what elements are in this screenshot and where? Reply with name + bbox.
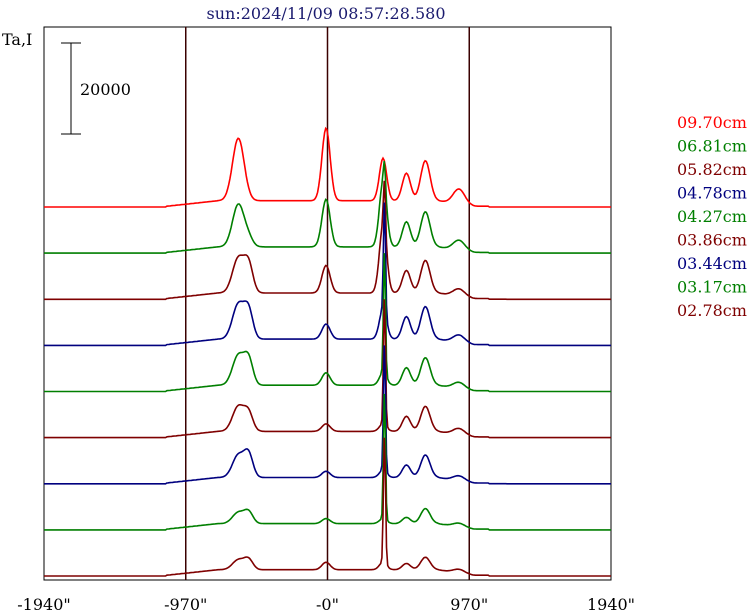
legend-item-3: 04.78cm	[677, 184, 747, 203]
series-line-7	[44, 393, 611, 531]
series-line-5	[44, 299, 611, 439]
series-line-4	[44, 253, 611, 393]
legend-item-1: 06.81cm	[677, 137, 747, 156]
series-line-2	[44, 180, 611, 301]
x-tick-label-3: 970"	[450, 595, 488, 614]
series-line-3	[44, 202, 611, 347]
series-line-1	[44, 160, 611, 254]
scale-bar-label: 20000	[80, 80, 131, 99]
vertical-reference-lines	[185, 27, 470, 580]
x-tick-label-1: -970"	[164, 595, 207, 614]
legend-item-0: 09.70cm	[677, 113, 747, 132]
legend-item-7: 03.17cm	[677, 278, 747, 297]
series-line-6	[44, 345, 611, 485]
y-axis-label: Ta,I	[2, 30, 32, 49]
series-line-0	[44, 126, 611, 208]
chart-title: sun:2024/11/09 08:57:28.580	[207, 4, 446, 23]
legend-item-2: 05.82cm	[677, 160, 747, 179]
scale-bar: 20000	[61, 42, 131, 135]
series-line-8	[44, 437, 611, 577]
legend-item-4: 04.27cm	[677, 207, 747, 226]
x-tick-label-0: -1940"	[17, 595, 70, 614]
legend-item-6: 03.44cm	[677, 254, 747, 273]
legend: 09.70cm 06.81cm 05.82cm 04.78cm 04.27cm 03.86…	[677, 113, 747, 320]
x-tick-label-4: 1940"	[587, 595, 635, 614]
legend-item-8: 02.78cm	[677, 301, 747, 320]
x-tick-labels: -1940" -970" -0" 970" 1940"	[17, 595, 635, 614]
x-tick-label-2: -0"	[316, 595, 339, 614]
legend-item-5: 03.86cm	[677, 231, 747, 250]
series-group	[44, 126, 611, 577]
